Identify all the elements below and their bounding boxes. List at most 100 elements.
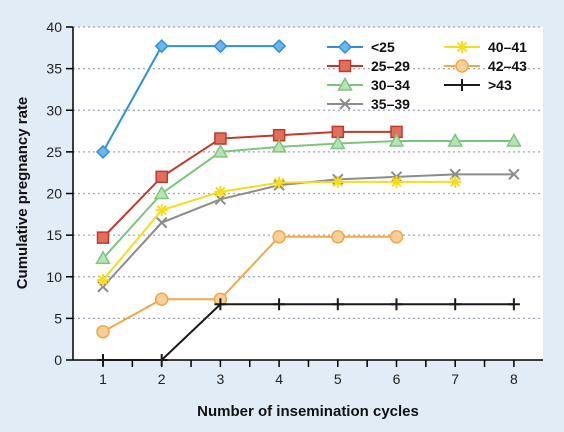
y-tick-label: 20 <box>46 186 62 202</box>
marker-star <box>97 274 109 287</box>
marker-star <box>155 204 168 217</box>
legend-label: 25–29 <box>371 58 410 74</box>
data-point <box>271 138 287 153</box>
marker-square <box>338 59 352 73</box>
marker-triangle <box>447 133 463 147</box>
data-point <box>214 298 227 311</box>
data-point <box>390 175 403 188</box>
data-point <box>95 250 111 265</box>
marker-x <box>339 98 351 110</box>
marker-star <box>390 175 403 188</box>
x-tick-label: 4 <box>275 371 283 387</box>
marker-circle <box>455 59 469 73</box>
data-point <box>273 176 286 189</box>
marker-circle <box>96 324 110 339</box>
legend-label: >43 <box>488 77 512 93</box>
series-group <box>95 39 522 366</box>
series-3 <box>95 133 522 265</box>
data-point <box>97 274 109 287</box>
marker-plus <box>214 298 227 311</box>
series-line <box>102 235 397 333</box>
legend-item: <25 <box>327 39 395 55</box>
data-point <box>337 39 353 55</box>
data-point <box>272 230 286 244</box>
data-point <box>447 133 463 147</box>
marker-diamond <box>95 144 111 159</box>
data-point <box>456 41 468 53</box>
marker-circle <box>389 230 404 244</box>
x-tick-label: 2 <box>158 371 166 387</box>
x-tick-label: 3 <box>217 371 225 387</box>
y-tick-label: 40 <box>46 19 62 35</box>
legend-item: 25–29 <box>327 58 410 74</box>
marker-square <box>155 170 168 184</box>
data-point <box>214 132 227 145</box>
marker-star <box>273 176 286 189</box>
legend-label: 42–43 <box>488 58 527 74</box>
legend-item: 35–39 <box>327 96 410 112</box>
y-ticks: 0 5 10 15 20 25 30 35 40 <box>46 19 73 368</box>
marker-star <box>214 185 227 198</box>
marker-circle <box>331 230 345 244</box>
series-line <box>103 303 514 361</box>
marker-triangle <box>95 250 111 265</box>
y-tick-label: 0 <box>54 352 62 368</box>
x-axis-title: Number of insemination cycles <box>197 403 419 420</box>
marker-x <box>508 168 520 181</box>
marker-triangle <box>212 143 229 158</box>
data-point <box>506 133 522 147</box>
data-point <box>96 231 110 244</box>
data-point <box>154 39 169 54</box>
marker-triangle <box>506 133 522 147</box>
legend-item: 30–34 <box>327 76 410 93</box>
series-line <box>102 130 397 239</box>
data-point <box>331 230 345 244</box>
marker-circle <box>154 292 169 306</box>
data-point <box>456 79 468 91</box>
data-point <box>272 39 287 54</box>
data-point <box>97 354 109 366</box>
data-point <box>155 170 168 184</box>
x-tick-label: 8 <box>510 371 518 387</box>
marker-triangle <box>388 133 405 147</box>
data-point <box>155 354 168 366</box>
data-point <box>455 59 469 73</box>
marker-triangle <box>330 135 346 150</box>
data-point <box>95 144 111 159</box>
data-point <box>154 292 169 306</box>
legend-label: <25 <box>371 39 395 55</box>
marker-star <box>449 175 462 188</box>
marker-plus <box>97 354 109 366</box>
data-point <box>337 76 353 91</box>
grid-lines <box>73 26 543 319</box>
marker-plus <box>273 298 286 311</box>
y-tick-label: 25 <box>46 144 62 160</box>
x-tick-label: 6 <box>393 371 401 387</box>
marker-star <box>456 41 468 53</box>
data-point <box>273 298 286 311</box>
data-point <box>331 298 344 311</box>
series-line <box>102 140 514 260</box>
data-point <box>153 185 170 200</box>
marker-diamond <box>154 39 169 54</box>
data-point <box>155 216 168 229</box>
marker-plus <box>456 79 468 91</box>
legend-item: >43 <box>444 77 512 93</box>
data-point <box>338 59 352 73</box>
y-axis-title: Cumulative pregnancy rate <box>14 97 31 290</box>
marker-triangle <box>337 76 353 91</box>
data-point <box>508 168 520 181</box>
data-point <box>388 133 405 147</box>
data-point <box>331 175 344 188</box>
marker-diamond <box>213 39 228 54</box>
legend-item: 42–43 <box>444 58 527 74</box>
y-tick-label: 5 <box>54 310 62 326</box>
marker-plus <box>331 298 344 311</box>
series-1 <box>95 39 287 159</box>
data-point <box>212 143 229 158</box>
data-point <box>214 185 227 198</box>
legend: <25 25–29 30–34 35–39 40–41 42–43 >43 <box>327 39 527 112</box>
marker-circle <box>272 230 286 244</box>
marker-diamond <box>337 39 353 55</box>
